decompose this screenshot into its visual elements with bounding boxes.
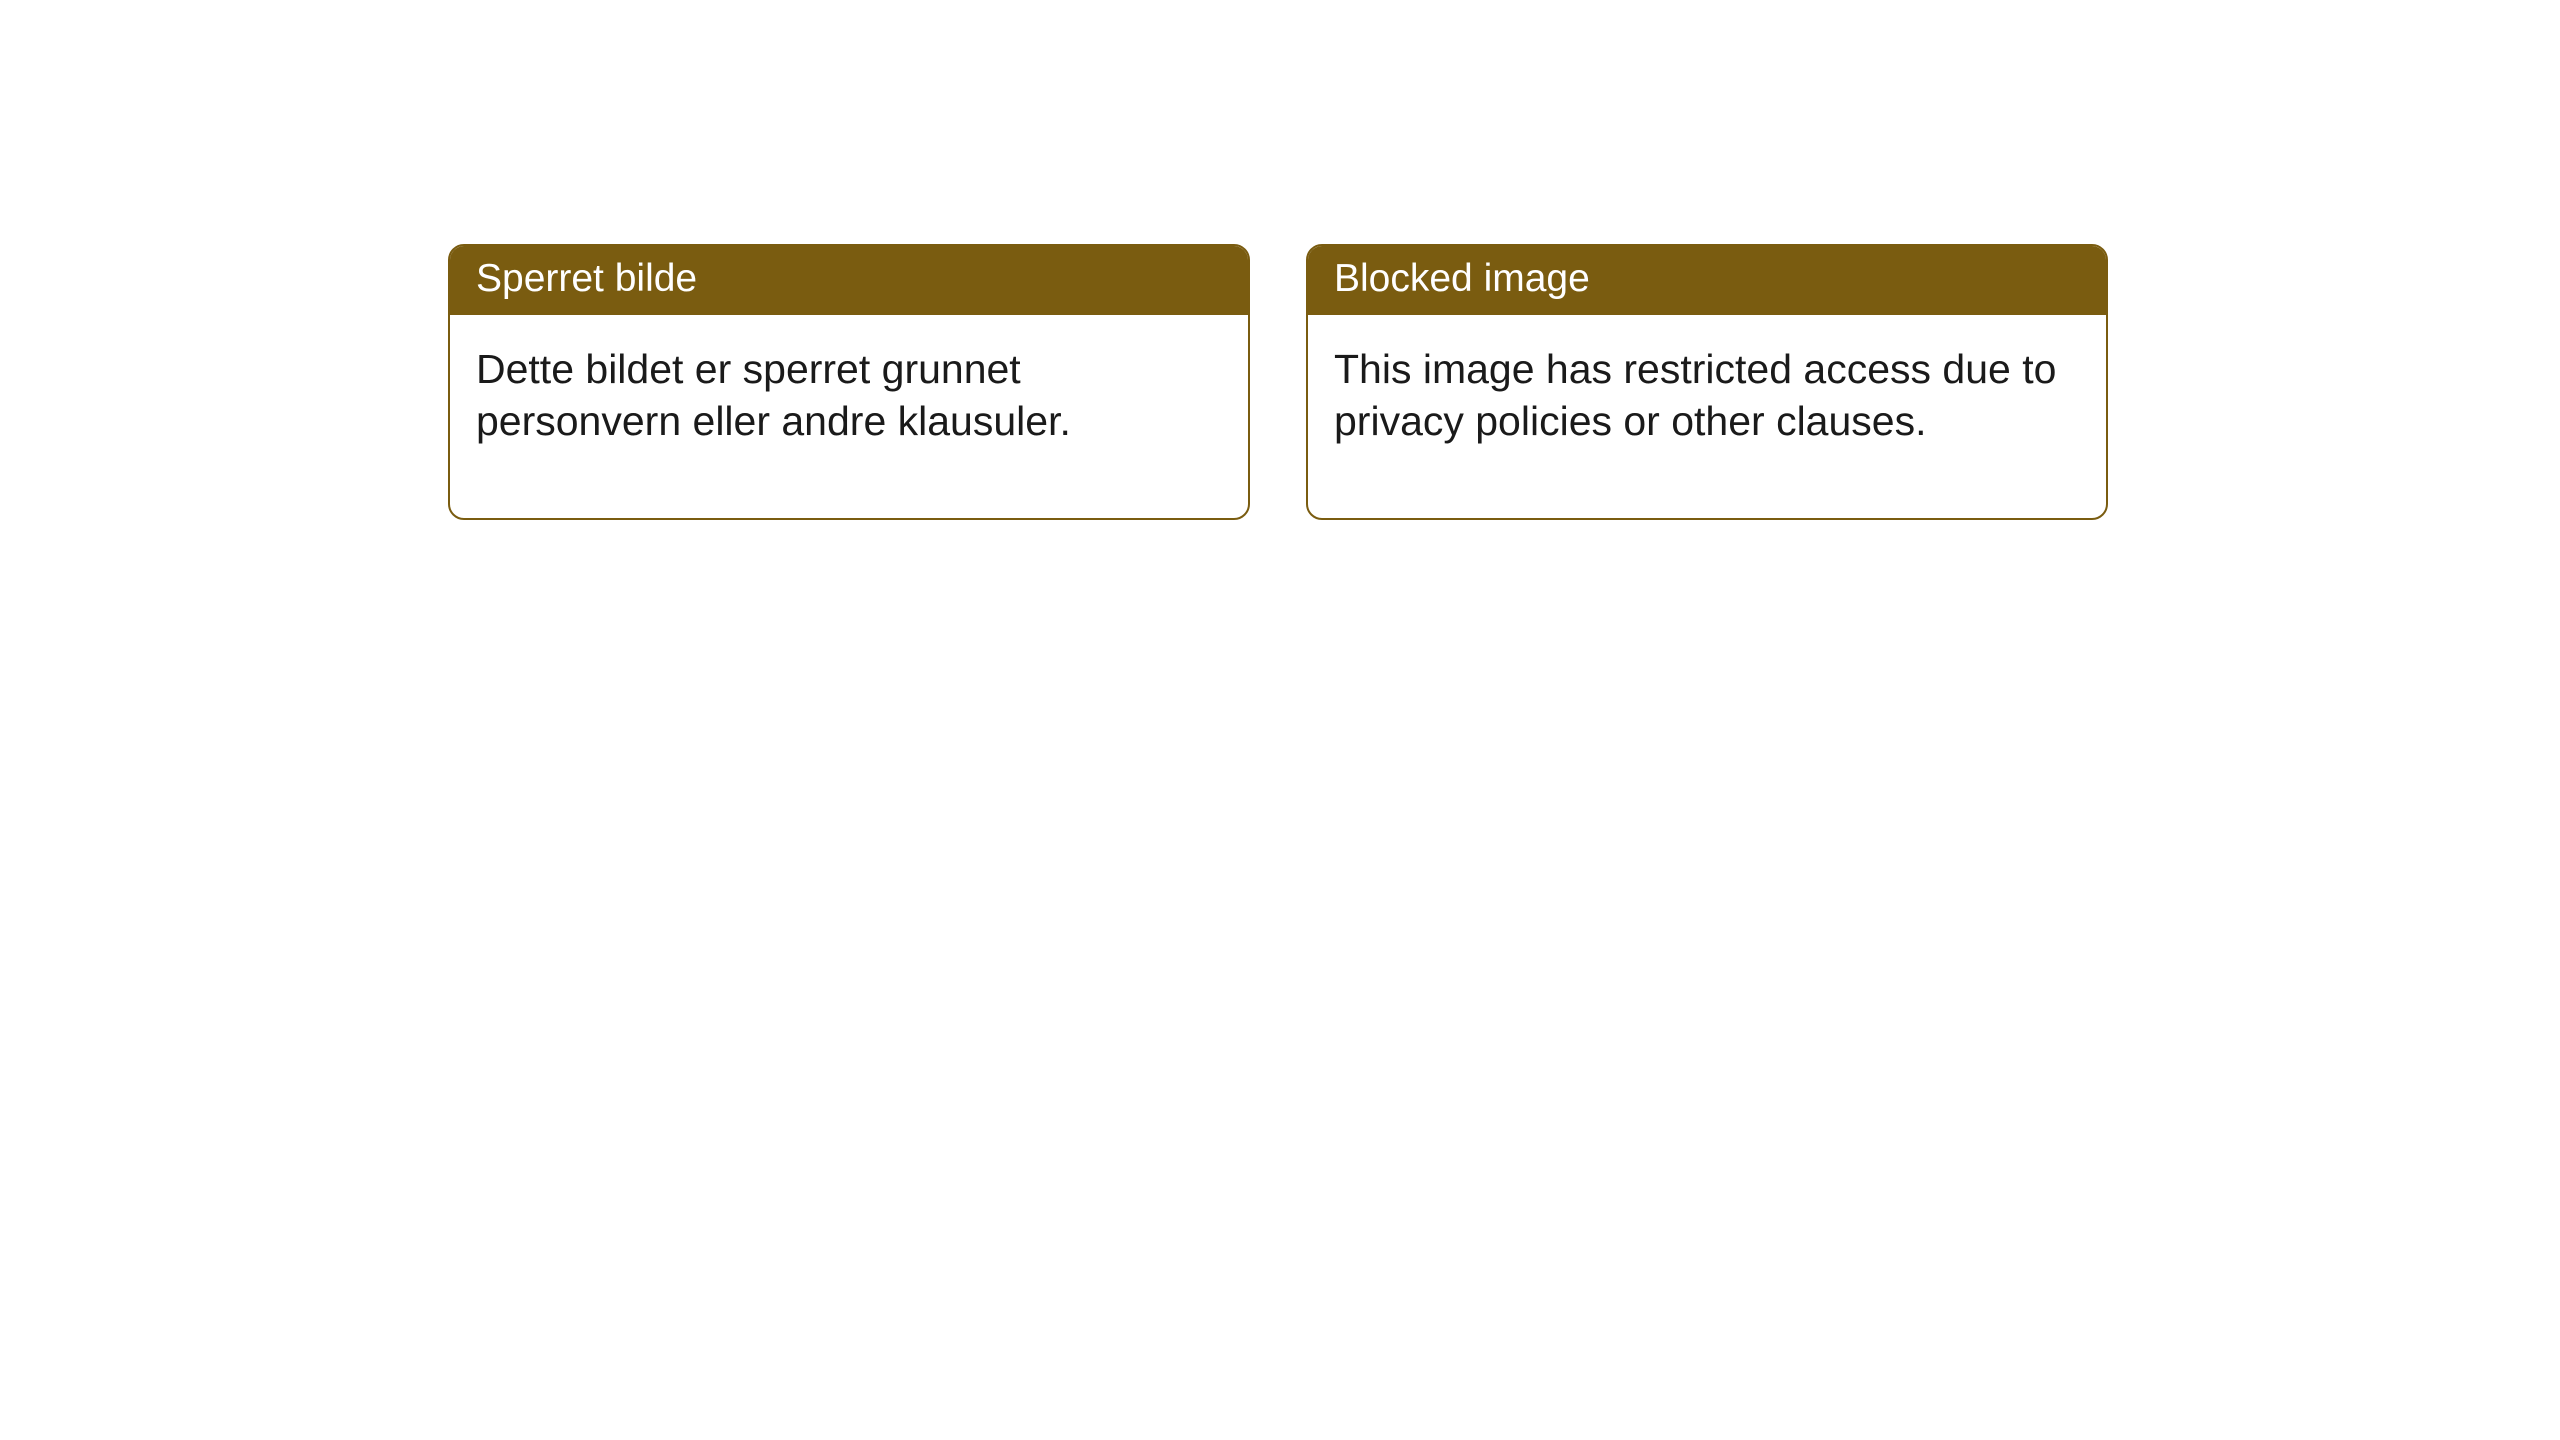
notices-container: Sperret bilde Dette bildet er sperret gr…: [448, 244, 2108, 520]
notice-body-text: This image has restricted access due to …: [1334, 346, 2056, 444]
notice-box-norwegian: Sperret bilde Dette bildet er sperret gr…: [448, 244, 1250, 520]
notice-title: Blocked image: [1334, 257, 1590, 300]
notice-body-text: Dette bildet er sperret grunnet personve…: [476, 346, 1071, 444]
notice-body: Dette bildet er sperret grunnet personve…: [450, 315, 1248, 518]
notice-title: Sperret bilde: [476, 257, 697, 300]
notice-body: This image has restricted access due to …: [1308, 315, 2106, 518]
notice-header: Sperret bilde: [450, 246, 1248, 315]
notice-header: Blocked image: [1308, 246, 2106, 315]
notice-box-english: Blocked image This image has restricted …: [1306, 244, 2108, 520]
